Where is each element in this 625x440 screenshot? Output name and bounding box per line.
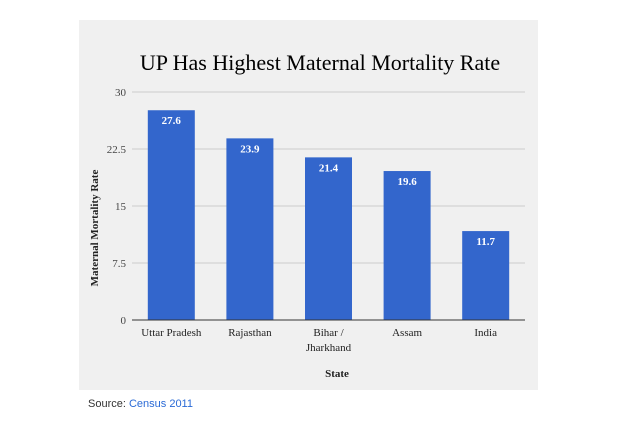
bar-value-label: 23.9 [240, 143, 260, 155]
y-tick-label: 7.5 [112, 258, 126, 270]
x-axis-categories: Uttar Pradesh Rajasthan Bihar / Jharkhand As… [141, 327, 497, 354]
source-line: Source: Census 2011 [88, 398, 193, 410]
chart-title: UP Has Highest Maternal Mortality Rate [140, 50, 500, 75]
y-tick-label: 15 [115, 201, 127, 213]
x-axis-title: State [325, 368, 349, 380]
value-labels: 27.6 23.9 21.4 19.6 11.7 [162, 115, 496, 248]
x-category-label: India [474, 327, 497, 339]
bar [305, 157, 352, 320]
bar-value-label: 27.6 [162, 115, 182, 127]
bar-value-label: 11.7 [476, 236, 495, 248]
x-category-label: Bihar / [313, 327, 344, 339]
bar [226, 138, 274, 320]
y-tick-label: 0 [121, 315, 127, 327]
bar [383, 171, 431, 320]
x-category-label: Jharkhand [306, 342, 352, 354]
x-category-label: Assam [392, 327, 422, 339]
source-prefix: Source: [88, 398, 129, 410]
x-category-label: Rajasthan [228, 327, 272, 339]
source-link[interactable]: Census 2011 [128, 398, 193, 410]
bar [147, 110, 195, 321]
y-axis-title: Maternal Mortality Rate [89, 170, 101, 287]
y-axis-ticks: 0 7.5 15 22.5 30 [107, 87, 127, 327]
bar-value-label: 21.4 [319, 162, 339, 174]
x-category-label: Uttar Pradesh [141, 327, 202, 339]
bar-value-label: 19.6 [397, 176, 417, 188]
bar-chart: UP Has Highest Maternal Mortality Rate 0… [89, 50, 525, 380]
chart-panel: UP Has Highest Maternal Mortality Rate 0… [79, 20, 538, 390]
bars [147, 110, 510, 321]
y-tick-label: 22.5 [107, 144, 127, 156]
bar [462, 231, 510, 320]
y-tick-label: 30 [115, 87, 127, 99]
